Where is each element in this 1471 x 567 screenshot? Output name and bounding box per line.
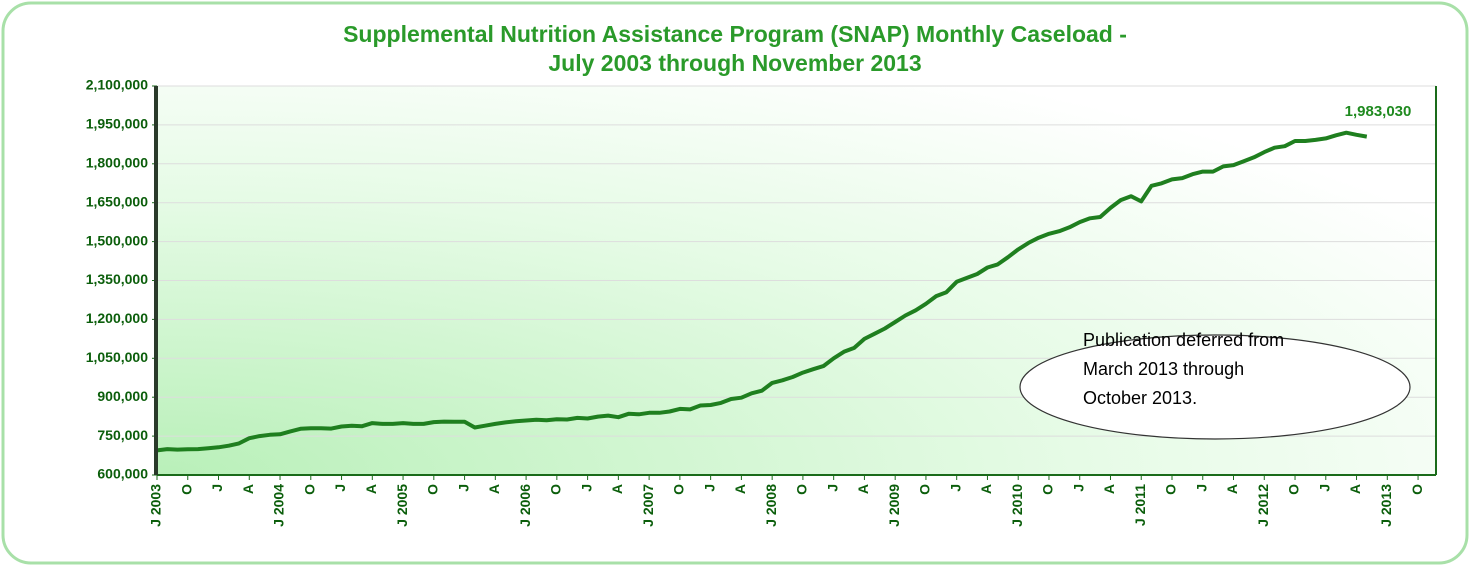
series bbox=[156, 130, 1368, 453]
x-tick-label: A bbox=[1224, 484, 1240, 494]
chart-title: Supplemental Nutrition Assistance Progra… bbox=[343, 21, 1127, 47]
x-tick-label: O bbox=[425, 484, 441, 495]
x-tick-label: O bbox=[794, 484, 810, 495]
x-tick-label: J 2010 bbox=[1009, 484, 1025, 527]
x-tick-label: O bbox=[548, 484, 564, 495]
x-tick-label: J 2008 bbox=[763, 484, 779, 527]
note-text: October 2013. bbox=[1083, 388, 1197, 408]
x-tick-label: J bbox=[947, 484, 963, 492]
x-tick-label: O bbox=[1286, 484, 1302, 495]
y-tick-label: 900,000 bbox=[97, 388, 148, 404]
note-ellipse bbox=[1019, 334, 1411, 440]
y-tick-label: 1,350,000 bbox=[86, 271, 148, 287]
x-tick-label: J 2004 bbox=[271, 484, 287, 527]
x-tick-label: J bbox=[209, 484, 225, 492]
x-tick-label: J bbox=[1070, 484, 1086, 492]
y-tick-label: 1,200,000 bbox=[86, 310, 148, 326]
x-tick-label: O bbox=[1409, 484, 1425, 495]
x-tick-label: A bbox=[855, 484, 871, 494]
y-tick-label: 1,500,000 bbox=[86, 232, 148, 248]
x-tick-label: J 2011 bbox=[1132, 484, 1148, 526]
x-tick-label: J 2012 bbox=[1255, 484, 1271, 527]
x-tick-label: J 2007 bbox=[640, 484, 656, 527]
x-tick-label: O bbox=[1163, 484, 1179, 495]
x-tick-label: J bbox=[701, 484, 717, 492]
y-tick-label: 1,800,000 bbox=[86, 155, 148, 171]
y-tick-label: 1,950,000 bbox=[86, 116, 148, 132]
x-tick-label: J 2009 bbox=[886, 484, 902, 527]
series-line bbox=[156, 130, 1368, 453]
x-tick-label: A bbox=[978, 484, 994, 494]
y-tick-label: 1,650,000 bbox=[86, 193, 148, 209]
x-tick-label: J bbox=[578, 484, 594, 492]
annotation: 1,983,030 bbox=[1345, 103, 1412, 120]
x-tick-label: A bbox=[240, 484, 256, 494]
x-tick-label: J 2013 bbox=[1378, 484, 1394, 527]
x-tick-label: O bbox=[301, 484, 317, 495]
x-tick-label: O bbox=[671, 484, 687, 495]
x-tick-label: A bbox=[1101, 484, 1117, 494]
y-tick-label: 600,000 bbox=[97, 466, 148, 482]
x-tick-label: J bbox=[332, 484, 348, 492]
x-tick-label: J 2003 bbox=[148, 484, 164, 527]
x-tick-label: A bbox=[1347, 484, 1363, 494]
x-tick-label: A bbox=[363, 484, 379, 494]
x-tick-label: J bbox=[824, 484, 840, 492]
x-tick-label: A bbox=[609, 484, 625, 494]
y-tick-label: 750,000 bbox=[97, 427, 148, 443]
x-tick-label: O bbox=[917, 484, 933, 495]
x-tick-label: J 2006 bbox=[517, 484, 533, 527]
x-tick-label: J bbox=[1316, 484, 1332, 492]
note-text: March 2013 through bbox=[1083, 359, 1244, 379]
x-tick-label: O bbox=[178, 484, 194, 495]
chart-title: July 2003 through November 2013 bbox=[548, 50, 921, 76]
y-tick-label: 1,050,000 bbox=[86, 349, 148, 365]
x-tick-label: J bbox=[455, 484, 471, 492]
y-tick-label: 2,100,000 bbox=[86, 77, 148, 93]
x-tick-label: A bbox=[732, 484, 748, 494]
x-tick-label: A bbox=[486, 484, 502, 494]
x-tick-label: O bbox=[1040, 484, 1056, 495]
x-tick-label: J 2005 bbox=[394, 484, 410, 527]
x-tick-label: J bbox=[1193, 484, 1209, 492]
note-text: Publication deferred from bbox=[1083, 330, 1284, 350]
